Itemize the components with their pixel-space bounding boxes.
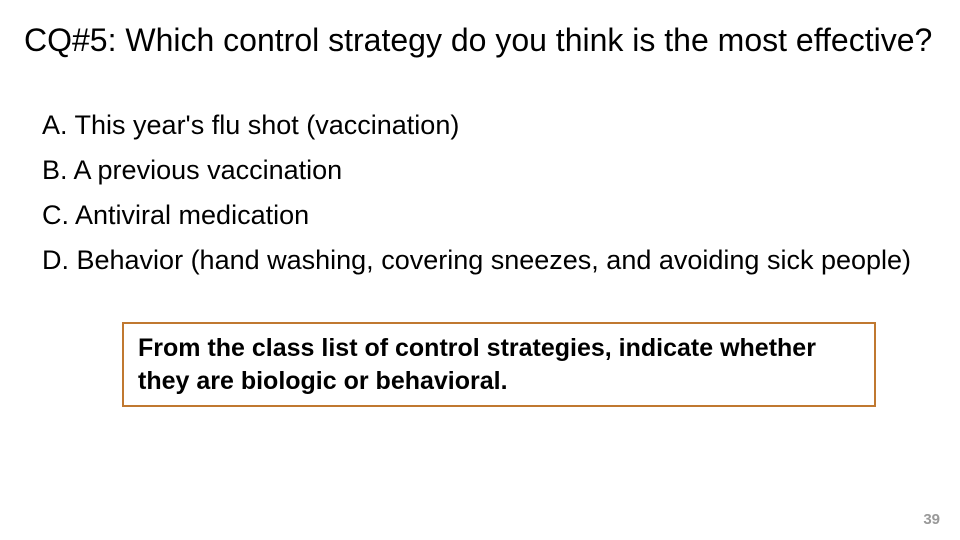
slide-container: CQ#5: Which control strategy do you thin… — [0, 0, 960, 540]
callout-text: From the class list of control strategie… — [138, 332, 860, 397]
page-number: 39 — [923, 511, 940, 528]
question-title: CQ#5: Which control strategy do you thin… — [24, 20, 936, 62]
options-list: A. This year's flu shot (vaccination) B.… — [24, 106, 936, 281]
option-b: B. A previous vaccination — [42, 151, 936, 190]
callout-box: From the class list of control strategie… — [122, 322, 876, 407]
option-c: C. Antiviral medication — [42, 196, 936, 235]
option-a: A. This year's flu shot (vaccination) — [42, 106, 936, 145]
option-d: D. Behavior (hand washing, covering snee… — [42, 241, 936, 280]
